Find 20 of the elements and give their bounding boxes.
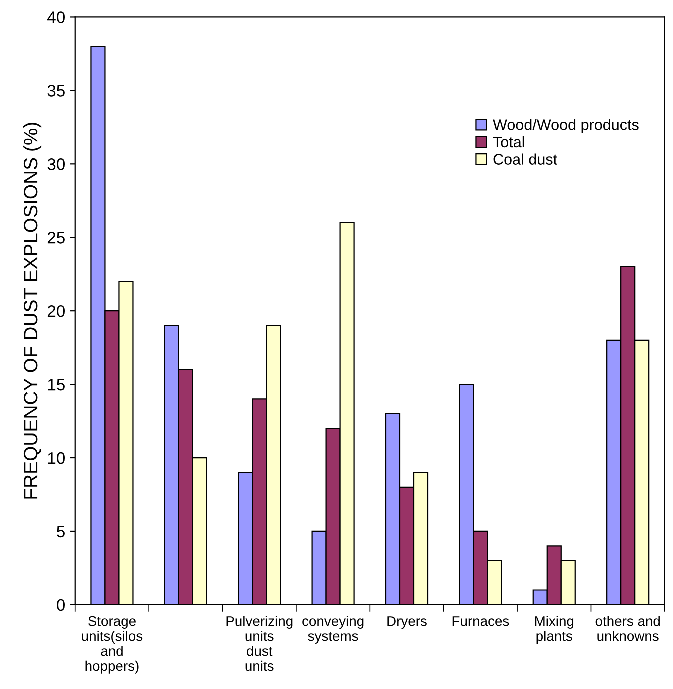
y-tick-label: 15: [48, 379, 65, 391]
x-tick-label: conveying systems: [302, 616, 364, 644]
x-tick-label: Dryers: [388, 616, 427, 629]
legend-label: Total: [493, 136, 524, 148]
y-tick-label: 20: [48, 305, 66, 318]
x-tick-label: Mixing plants: [535, 616, 574, 644]
y-tick-label: 25: [48, 232, 65, 244]
x-tick-label: others and unknowns: [596, 616, 660, 642]
x-tick-label: Storage units(silos and hoppers): [82, 616, 143, 674]
y-tick-label: 35: [48, 85, 65, 97]
y-tick-label: 0: [57, 599, 66, 612]
y-tick-label: 10: [48, 452, 66, 464]
y-axis-title: FREQUENCY OF DUST EXPLOSIONS (%): [23, 123, 42, 499]
legend-label: Wood/Wood products: [493, 119, 639, 134]
legend-label: Coal dust: [494, 154, 558, 165]
y-tick-label: 40: [48, 12, 66, 24]
y-tick-label: 30: [48, 158, 66, 170]
x-tick-label: Furnaces: [452, 616, 510, 626]
y-tick-label: 5: [57, 526, 65, 538]
x-tick-label: Pulverizing units dust units: [226, 616, 293, 672]
